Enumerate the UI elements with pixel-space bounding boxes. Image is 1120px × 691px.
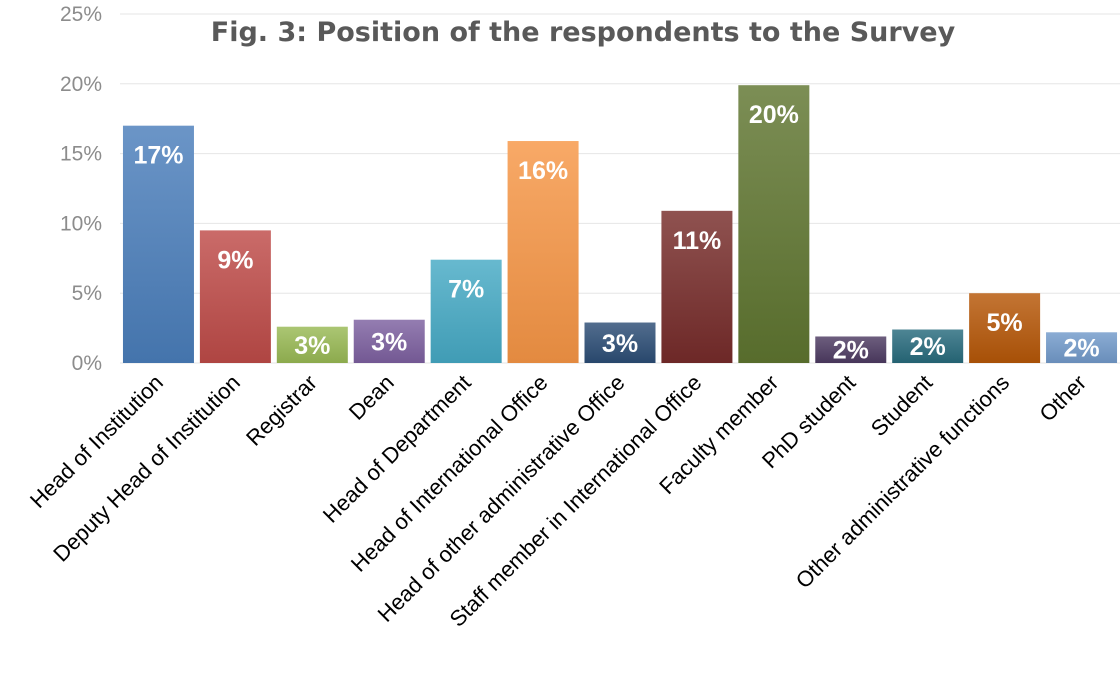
data-label: 3%: [371, 328, 407, 356]
y-tick-label: 25%: [60, 3, 102, 26]
data-label: 11%: [673, 227, 722, 255]
x-tick-label: Other: [1034, 370, 1091, 427]
x-tick-label: Head of Institution: [25, 370, 168, 513]
data-label: 9%: [217, 246, 253, 274]
x-tick-label: Dean: [344, 370, 399, 425]
x-tick-label: Head of Department: [318, 370, 476, 528]
bar: [122, 125, 194, 364]
bar: [892, 329, 964, 363]
data-label: 16%: [518, 157, 568, 185]
y-tick-label: 5%: [72, 282, 102, 305]
bar: [1046, 332, 1118, 363]
y-tick-label: 15%: [60, 143, 102, 166]
data-label: 3%: [602, 330, 638, 358]
bar: [738, 85, 810, 364]
y-tick-label: 0%: [72, 352, 102, 375]
y-tick-label: 20%: [60, 73, 102, 96]
data-label: 2%: [1063, 335, 1099, 363]
bar: [430, 259, 502, 363]
x-tick-label: Registrar: [241, 370, 322, 451]
bar: [353, 319, 425, 363]
x-tick-label: Student: [866, 370, 937, 441]
bar: [661, 210, 733, 363]
bar: [276, 326, 348, 363]
bars: [122, 85, 1118, 364]
bar: [199, 230, 271, 363]
y-axis: 0% 5% 10% 15% 20% 25%: [60, 3, 102, 375]
bar: [815, 336, 887, 363]
data-label: 2%: [833, 337, 869, 365]
data-label: 2%: [910, 333, 946, 361]
y-tick-label: 10%: [60, 212, 102, 235]
data-label: 20%: [749, 101, 799, 129]
data-label: 3%: [294, 332, 330, 360]
data-label: 5%: [987, 309, 1023, 337]
chart-title: Fig. 3: Position of the respondents to t…: [211, 17, 956, 48]
data-label: 7%: [448, 276, 484, 304]
bar: [507, 141, 579, 363]
data-labels: 17% 9% 3% 3% 7% 16% 3% 11% 20% 2% 2% 5% 2%: [133, 101, 1099, 365]
bar: [969, 293, 1041, 363]
data-label: 17%: [133, 142, 183, 170]
bar: [584, 322, 656, 363]
